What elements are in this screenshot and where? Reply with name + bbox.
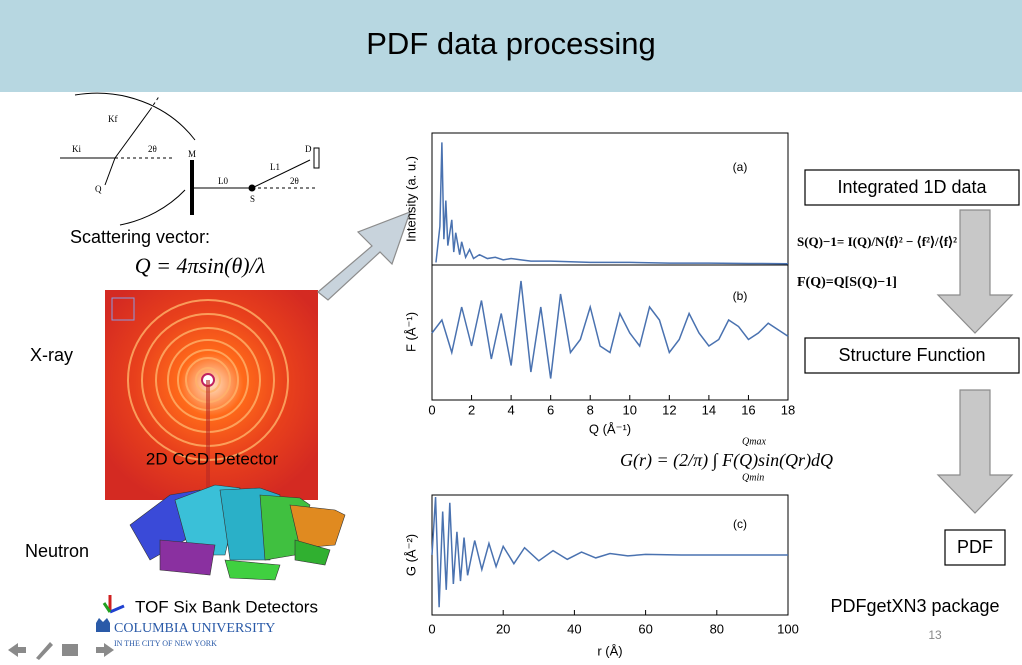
ccd-image bbox=[105, 290, 318, 500]
x-axis-label: r (Å) bbox=[597, 643, 622, 658]
x-tick-label: 10 bbox=[623, 402, 637, 417]
axes-icon bbox=[104, 595, 124, 612]
x-tick-label: 4 bbox=[507, 402, 514, 417]
formula: G(r) = (2/π) ∫ F(Q)sin(Qr)dQ bbox=[620, 450, 833, 471]
diagram-label: D bbox=[305, 144, 312, 154]
diagram-label: L1 bbox=[270, 162, 280, 172]
panel-tag: (b) bbox=[733, 289, 748, 303]
logo-name: COLUMBIA UNIVERSITY bbox=[114, 621, 275, 636]
x-tick-label: 40 bbox=[567, 621, 581, 636]
diagram-label: M bbox=[188, 149, 196, 159]
panel-tag: (c) bbox=[733, 517, 747, 531]
x-tick-label: 2 bbox=[468, 402, 475, 417]
x-tick-label: 14 bbox=[702, 402, 716, 417]
x-tick-label: 6 bbox=[547, 402, 554, 417]
package-label: PDFgetXN3 package bbox=[830, 596, 999, 616]
diagram-label: Ki bbox=[72, 144, 81, 154]
diagram-label: L0 bbox=[218, 176, 228, 186]
formula: S(Q)−1= I(Q)/N⟨f⟩² − ⟨f²⟩/⟨f⟩² bbox=[797, 234, 957, 249]
panel-frame bbox=[432, 133, 788, 265]
data-curve bbox=[432, 497, 788, 607]
y-axis-label: Intensity (a. u.) bbox=[403, 156, 418, 242]
nav-icons[interactable] bbox=[8, 642, 114, 660]
formula-limit: Qmin bbox=[742, 472, 764, 483]
diagram-label: S bbox=[250, 194, 255, 204]
x-tick-label: 20 bbox=[496, 621, 510, 636]
flow-arrow bbox=[318, 212, 410, 300]
slide: PDF data processing Ki Kf 2θ Q M L0 S L1… bbox=[0, 0, 1022, 665]
x-tick-label: 18 bbox=[781, 402, 795, 417]
page-number: 13 bbox=[928, 628, 942, 642]
x-tick-label: 60 bbox=[638, 621, 652, 636]
x-tick-label: 80 bbox=[710, 621, 724, 636]
down-arrow bbox=[938, 210, 1012, 333]
diagram-label: Kf bbox=[108, 114, 118, 124]
x-tick-label: 12 bbox=[662, 402, 676, 417]
ccd-label: 2D CCD Detector bbox=[146, 449, 279, 468]
neutron-label: Neutron bbox=[25, 541, 89, 561]
diagram-label: 2θ bbox=[290, 176, 299, 186]
x-tick-label: 0 bbox=[428, 621, 435, 636]
step-label: Structure Function bbox=[838, 345, 985, 365]
down-arrow bbox=[938, 390, 1012, 513]
x-tick-label: 16 bbox=[741, 402, 755, 417]
neutron-detector-label: TOF Six Bank Detectors bbox=[135, 597, 318, 616]
panel-frame bbox=[432, 265, 788, 400]
formula: F(Q)=Q[S(Q)−1] bbox=[797, 275, 897, 290]
diagram-label: Q bbox=[95, 184, 102, 194]
scattering-caption: Scattering vector: bbox=[70, 227, 210, 247]
x-tick-label: 8 bbox=[587, 402, 594, 417]
panel-tag: (a) bbox=[733, 160, 748, 174]
formula-limit: Qmax bbox=[742, 436, 766, 447]
y-axis-label: F (Å⁻¹) bbox=[403, 312, 418, 352]
logo-crown bbox=[96, 618, 110, 632]
x-tick-label: 100 bbox=[777, 621, 799, 636]
x-tick-label: 0 bbox=[428, 402, 435, 417]
step-label: PDF bbox=[957, 537, 993, 557]
x-axis-label: Q (Å⁻¹) bbox=[589, 421, 631, 436]
slide-title: PDF data processing bbox=[366, 26, 655, 61]
y-axis-label: G (Å⁻²) bbox=[403, 534, 418, 576]
diagram-label: 2θ bbox=[148, 144, 157, 154]
step-label: Integrated 1D data bbox=[837, 177, 987, 197]
logo-sub: IN THE CITY OF NEW YORK bbox=[114, 639, 217, 648]
scattering-diagram bbox=[60, 93, 319, 225]
plots: 0 2 4 6 8 10 12 14 16 18 0 20 40 60 80 100 bbox=[428, 142, 798, 636]
scattering-formula: Q = 4πsin(θ)/λ bbox=[135, 253, 266, 278]
xray-label: X-ray bbox=[30, 345, 73, 365]
